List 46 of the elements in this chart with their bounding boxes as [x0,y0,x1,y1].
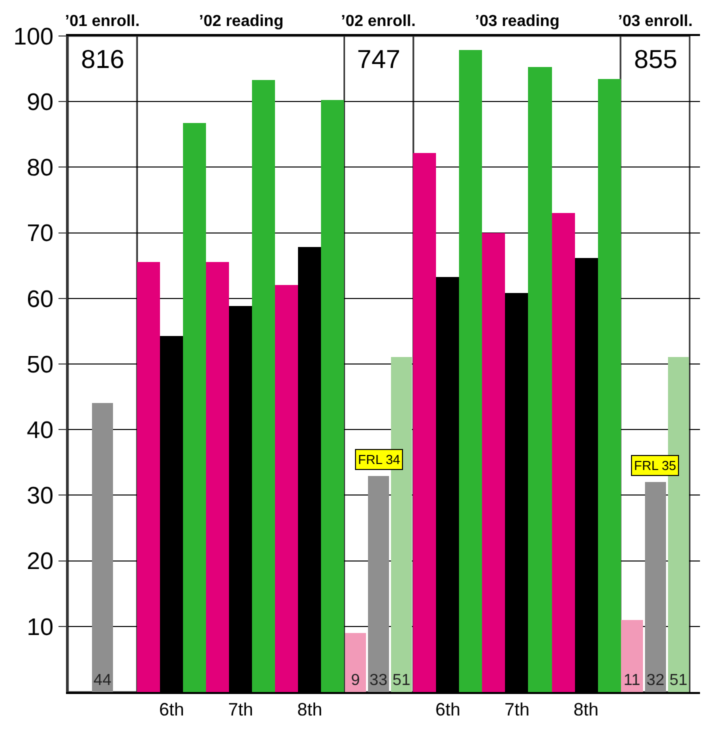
text: ’03 enroll. [618,13,693,30]
annotation: 747 [357,44,400,74]
bar [321,100,344,692]
x-tick-label: 7th [228,700,254,720]
data-label: 51 [670,672,688,689]
annotation: 816 [81,44,124,74]
bar [275,285,298,692]
x-tick-label: 6th [435,700,460,720]
x-tick-label: 7th [504,700,530,720]
data-label: 11 [624,672,640,689]
text: ’02 enroll. [341,13,416,30]
bar [137,262,160,692]
y-tick-label: 50 [26,351,54,378]
data-label: 32 [646,672,664,689]
y-tick-label: 70 [26,220,54,248]
text: ’02 reading [199,13,284,30]
data-label: 44 [94,672,112,689]
annotation: FRL 34 [358,452,400,467]
text: ’03 reading [475,13,560,30]
y-tick-label: 80 [26,154,54,182]
y-tick-label: 20 [26,548,54,576]
bar [252,80,275,692]
bar [552,213,575,692]
y-tick-label: 100 [13,23,54,50]
y-tick-label: 40 [26,417,54,444]
data-label: 33 [370,672,388,689]
data-label: 9 [351,672,360,689]
bar [528,67,552,692]
y-tick-label: 60 [26,286,54,313]
bar [183,123,206,692]
data-label: 51 [392,672,410,689]
bar [598,79,621,692]
bar [482,233,505,692]
bar [206,262,229,692]
x-tick-label: 8th [574,700,599,720]
bar [413,153,436,692]
y-tick-label: 10 [26,614,54,641]
bar [621,620,643,692]
y-tick-label: 90 [26,89,54,116]
x-tick-label: 8th [297,700,322,720]
annotation: FRL 35 [634,458,676,473]
annotation: 855 [634,44,678,74]
bar [459,50,482,692]
x-tick-label: 6th [159,700,184,720]
text: ’01 enroll. [65,13,140,30]
y-tick-label: 30 [26,482,54,510]
